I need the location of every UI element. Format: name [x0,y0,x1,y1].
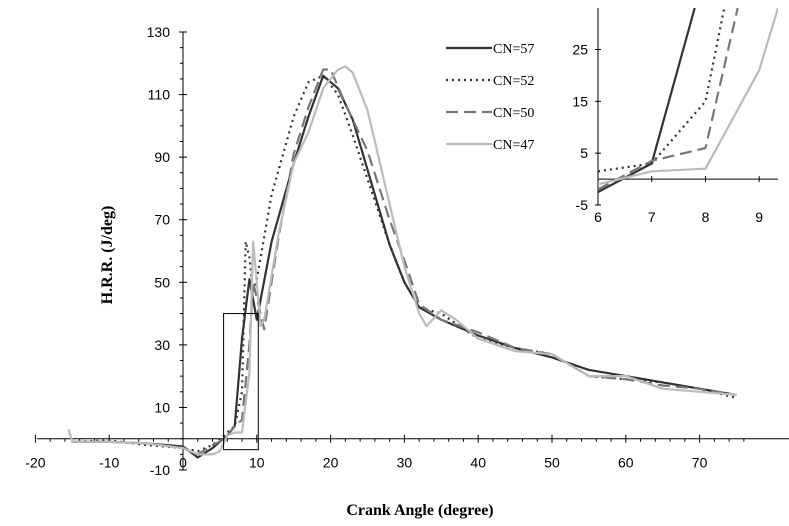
main-axes: -20 -10 0 10 20 30 40 50 60 70 -10 10 30 50 70 90 110 130 [25,24,789,478]
inset-x-tick-label: 9 [755,209,763,225]
x-tick-label: 40 [470,455,486,471]
inset-x-tick-label: 8 [702,209,710,225]
x-tick-label: 60 [618,455,634,471]
legend-label-cn-50: CN=50 [493,106,534,121]
legend-label-cn-52: CN=52 [493,74,534,89]
y-tick-label: 50 [154,274,170,290]
main-series-group [67,65,737,459]
x-tick-label: -20 [25,455,45,471]
x-tick-label: 70 [692,455,708,471]
y-tick-label: 110 [148,87,171,103]
y-tick-label: -10 [150,462,170,478]
y-tick-label: 30 [154,337,170,353]
x-tick-label: 50 [544,455,560,471]
inset-y-tick-label: 5 [580,145,588,161]
inset-x-tick-label: 7 [648,209,656,225]
zoom-region-rect [223,313,259,451]
y-tick-label: 70 [154,212,170,228]
legend-label-cn-57: CN=57 [493,42,534,57]
legend: CN=57 CN=52 CN=50 CN=47 [446,42,534,153]
inset-series-line-cn-50 [598,8,739,191]
y-axis-title: H.R.R. (J/deg) [99,206,116,305]
inset-y-tick-label: -5 [576,197,589,213]
series-line-cn-47 [67,65,737,456]
y-tick-label: 130 [147,24,171,40]
inset-y-tick-label: 25 [572,41,588,57]
zoom-region-box [223,313,259,451]
x-tick-label: 20 [323,455,339,471]
inset-y-tick-label: 15 [572,93,588,109]
y-tick-label: 10 [154,399,170,415]
y-tick-label: 90 [154,149,170,165]
inset-chart: 6 7 8 9 -5 5 15 25 [572,8,778,225]
inset-series-group [598,8,778,193]
x-tick-label: -10 [99,455,119,471]
inset-x-tick-label: 6 [594,209,602,225]
x-tick-label: 30 [397,455,413,471]
inset-series-line-cn-47 [598,8,778,186]
legend-label-cn-47: CN=47 [493,138,534,153]
x-axis-title: Crank Angle (degree) [346,502,493,519]
series-line-cn-57 [72,74,737,459]
x-tick-label: 0 [179,455,187,471]
x-tick-label: 10 [249,455,265,471]
